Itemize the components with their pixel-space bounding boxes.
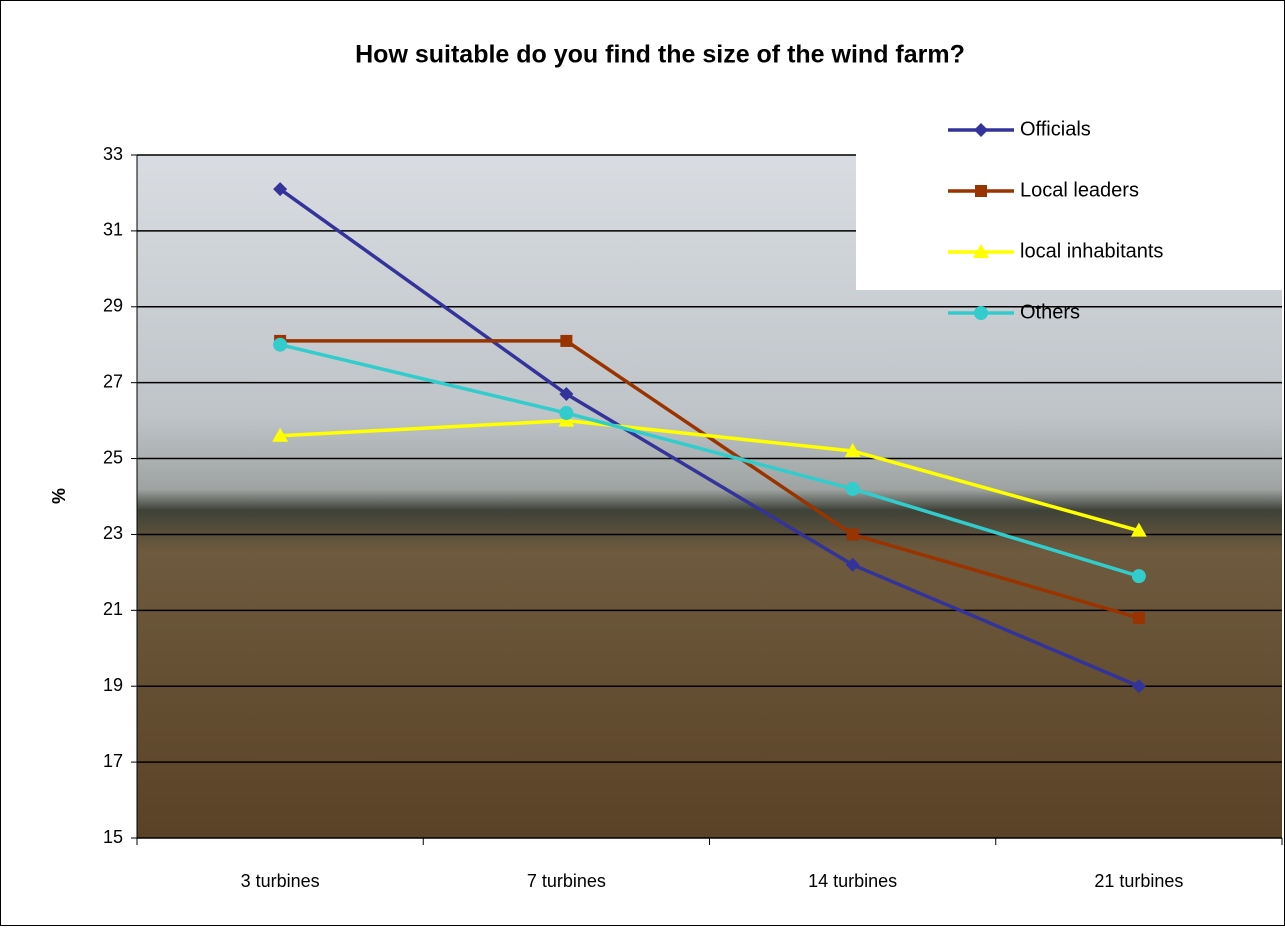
- y-tick-label: 33: [103, 144, 123, 164]
- series-line: [280, 339, 1140, 620]
- y-tick-label: 25: [103, 447, 123, 467]
- x-tick-label: 21 turbines: [1094, 871, 1183, 891]
- y-tick-label: 29: [103, 296, 123, 316]
- data-point: [845, 557, 860, 572]
- legend-label: local inhabitants: [1020, 240, 1163, 262]
- legend-label: Local leaders: [1020, 179, 1139, 201]
- data-point: [845, 481, 860, 496]
- legend-marker: [975, 185, 987, 197]
- legend-label: Officials: [1020, 118, 1091, 140]
- series-line: [279, 187, 1140, 688]
- y-tick-label: 19: [103, 675, 123, 695]
- data-point: [1130, 522, 1147, 537]
- data-point: [1131, 679, 1146, 694]
- legend-box: [856, 100, 1284, 290]
- plot: Officials Local leaders local inhabitants O…: [272, 118, 1163, 694]
- data-point: [844, 442, 861, 457]
- y-tick-label: 17: [103, 751, 123, 771]
- legend-marker: [974, 123, 988, 137]
- y-tick-label: 31: [103, 220, 123, 240]
- legend-label: Others: [1020, 301, 1080, 323]
- data-point: [273, 182, 288, 197]
- y-axis-label: %: [49, 488, 69, 504]
- x-tick-label: 14 turbines: [808, 871, 897, 891]
- data-point: [1131, 569, 1146, 584]
- legend-marker: [973, 244, 989, 258]
- x-tick-label: 7 turbines: [527, 871, 606, 891]
- series-line: [280, 418, 1140, 533]
- chart-title: How suitable do you find the size of the…: [355, 41, 965, 69]
- data-point: [846, 528, 859, 541]
- y-tick-label: 23: [103, 523, 123, 543]
- data-point: [1132, 611, 1145, 624]
- y-tick-label: 27: [103, 371, 123, 391]
- data-point: [273, 337, 288, 352]
- x-tick-label: 3 turbines: [241, 871, 320, 891]
- data-point: [559, 387, 574, 402]
- data-point: [272, 427, 289, 442]
- y-tick-label: 15: [103, 827, 123, 847]
- series-line: [279, 343, 1140, 578]
- data-point: [559, 406, 574, 421]
- legend-marker: [974, 306, 988, 320]
- grid: 15 17 19 21 23 25 27 29 31 33 3 turbines 7 turbines…: [103, 144, 1283, 891]
- y-tick-label: 21: [103, 599, 123, 619]
- data-point: [560, 334, 573, 347]
